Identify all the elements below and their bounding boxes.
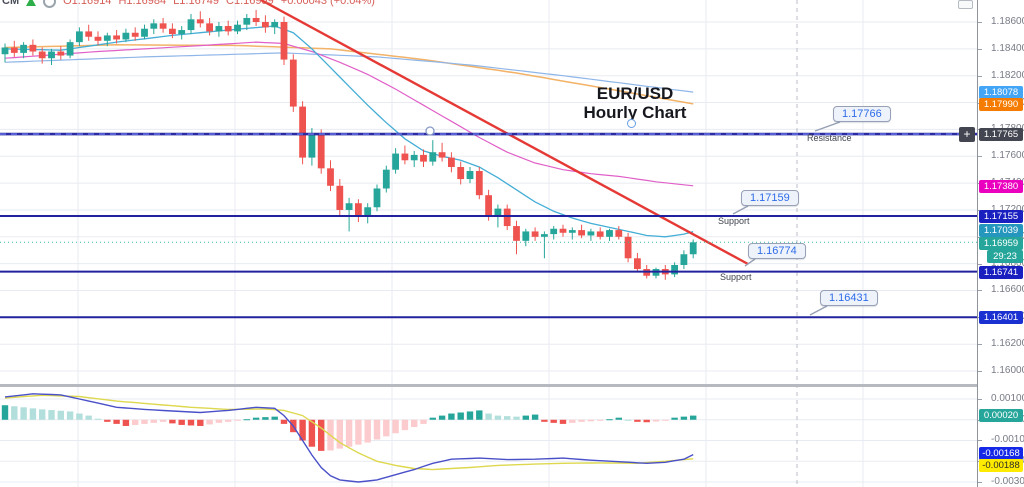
price-tick: 1.18600 bbox=[991, 16, 1024, 27]
ma-fast-cyan bbox=[4, 25, 694, 238]
high-value: H1.16984 bbox=[118, 0, 167, 7]
axis-tick-mark bbox=[978, 156, 982, 157]
macd-histogram bbox=[1, 405, 697, 451]
axis-tick-mark bbox=[978, 482, 982, 483]
axis-tick-mark bbox=[978, 344, 982, 345]
price-tick: 1.18200 bbox=[991, 70, 1024, 81]
toolbar-fragment-icon[interactable] bbox=[958, 0, 973, 9]
price-axis-label[interactable]: 1.18078 bbox=[979, 85, 1023, 99]
price-tick: 1.16000 bbox=[991, 365, 1024, 376]
price-tick: 1.16200 bbox=[991, 338, 1024, 349]
axis-tick-mark bbox=[978, 49, 982, 50]
change-value: +0.00043 (+0.04%) bbox=[280, 0, 375, 7]
macd-signal-line bbox=[4, 394, 694, 471]
annotation-handle[interactable] bbox=[627, 119, 636, 128]
axis-tick-mark bbox=[978, 22, 982, 23]
price-axis-label[interactable]: 1.17155 bbox=[979, 209, 1023, 223]
resistance-label: Resistance bbox=[807, 133, 852, 143]
axis-tick-mark bbox=[978, 264, 982, 265]
pane-divider[interactable] bbox=[0, 384, 977, 387]
callout-tail bbox=[809, 305, 828, 316]
axis-tick-mark bbox=[978, 371, 982, 372]
price-callout[interactable]: 1.17766 bbox=[833, 106, 891, 122]
support-label: Support bbox=[718, 216, 750, 226]
price-tick: -0.00300 bbox=[991, 476, 1024, 487]
support-label: Support bbox=[720, 272, 752, 282]
up-arrow-icon bbox=[26, 0, 37, 6]
chart-title-line1: EUR/USD bbox=[596, 84, 674, 103]
price-scale-axis[interactable]: 1.186001.184001.182001.180001.178001.176… bbox=[977, 0, 1024, 487]
symbol-ohlc-header: CM O1.16914 H1.16984 L1.16749 C1.16959 +… bbox=[2, 0, 375, 8]
price-tick: 1.16800 bbox=[991, 258, 1024, 269]
price-axis-label[interactable]: 1.16741 bbox=[979, 265, 1023, 279]
bar-countdown-label[interactable]: 29:23 bbox=[987, 249, 1023, 263]
price-tick: -0.00100 bbox=[991, 434, 1024, 445]
price-tick: 1.17600 bbox=[991, 150, 1024, 161]
price-tick: 1.18400 bbox=[991, 43, 1024, 54]
chart-title-line2: Hourly Chart bbox=[583, 103, 687, 122]
macd-line bbox=[4, 393, 694, 483]
price-axis-label[interactable]: -0.00168 bbox=[979, 446, 1023, 460]
symbol-name-fragment: CM bbox=[2, 0, 20, 7]
price-axis-label[interactable]: 1.16401 bbox=[979, 310, 1023, 324]
price-axis-label[interactable]: -0.00188 bbox=[979, 458, 1023, 472]
axis-tick-mark bbox=[978, 440, 982, 441]
add-alert-plus-button[interactable]: + bbox=[959, 127, 975, 142]
price-callout[interactable]: 1.16431 bbox=[820, 290, 878, 306]
axis-tick-mark bbox=[978, 290, 982, 291]
price-callout[interactable]: 1.16774 bbox=[748, 243, 806, 259]
ma-slow-blue bbox=[4, 52, 694, 93]
price-axis-label[interactable]: 1.17990 bbox=[979, 97, 1023, 111]
axis-tick-mark bbox=[978, 76, 982, 77]
price-axis-label[interactable]: 1.17765 bbox=[979, 127, 1023, 141]
price-axis-label[interactable]: 1.17380 bbox=[979, 179, 1023, 193]
callout-tail bbox=[732, 205, 749, 215]
close-value: C1.16959 bbox=[226, 0, 274, 7]
chart-title-annotation[interactable]: EUR/USD Hourly Chart bbox=[560, 84, 710, 122]
callout-tail bbox=[814, 121, 841, 132]
axis-tick-mark bbox=[978, 399, 982, 400]
annotation-handle[interactable] bbox=[425, 126, 435, 136]
open-value: O1.16914 bbox=[63, 0, 112, 7]
ma-slow-orange bbox=[4, 44, 694, 105]
price-axis-label[interactable]: 1.17039 bbox=[979, 223, 1023, 237]
price-tick: 0.00100 bbox=[991, 393, 1024, 404]
low-value: L1.16749 bbox=[173, 0, 220, 7]
price-callout[interactable]: 1.17159 bbox=[741, 190, 799, 206]
price-axis-label[interactable]: 0.00020 bbox=[979, 408, 1023, 422]
status-circle-icon[interactable] bbox=[43, 0, 57, 8]
descending-trendline[interactable] bbox=[260, 0, 749, 266]
price-axis-label[interactable]: 1.16959 bbox=[979, 236, 1023, 250]
callout-tail bbox=[744, 258, 756, 267]
price-tick: 1.16600 bbox=[991, 284, 1024, 295]
